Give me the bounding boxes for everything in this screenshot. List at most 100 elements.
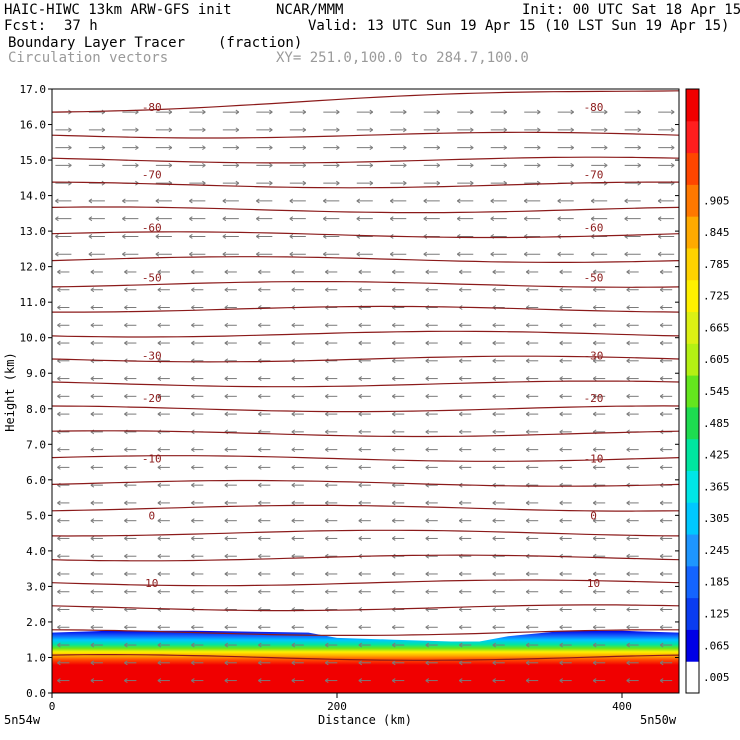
wind-vector-head [258,482,262,488]
wind-vector-head [302,162,307,168]
wind-vector-head [258,447,262,453]
wind-vector-head [168,162,173,168]
wind-vector-head [258,518,262,524]
wind-vector-head [336,162,340,168]
isotherm-label: -10 [584,453,604,466]
colorbar-swatch [686,279,699,313]
wind-vector-head [358,376,363,381]
wind-vector-head [358,447,363,453]
wind-vector-head [191,518,195,524]
wind-vector-head [626,571,630,577]
wind-vector-head [402,109,407,115]
wind-vector-head [559,447,563,453]
wind-vector-head [626,660,630,666]
wind-vector-head [590,251,595,257]
wind-vector-head [258,287,262,293]
wind-vector-head [626,518,630,524]
wind-vector-head [90,305,95,310]
wind-vector-head [490,198,495,204]
wind-vector-head [269,162,273,168]
wind-vector-head [492,358,497,364]
colorbar-swatch [686,247,699,281]
wind-vector-head [525,340,530,346]
wind-vector-head [503,109,508,115]
wind-vector-head [325,571,329,577]
wind-vector-head [124,393,128,399]
wind-vector-head [90,464,95,470]
wind-vector-head [525,464,530,470]
wind-vector-head [369,109,374,115]
isotherm-line [52,206,679,214]
y-tick-label: 14.0 [20,190,47,203]
colorbar-label: .485 [703,417,730,430]
colorbar-label: .185 [703,576,730,589]
wind-vector-head [436,145,441,151]
wind-vector-head [291,340,296,346]
wind-vector-head [469,145,474,151]
wind-vector-head [592,660,597,666]
wind-vector-head [57,607,61,612]
wind-vector-head [291,429,296,435]
wind-vector-head [659,607,664,612]
wind-vector-head [369,162,374,168]
wind-vector-head [490,216,495,222]
wind-vector-head [57,376,61,381]
wind-vector-head [492,269,497,275]
wind-vector-head [559,322,563,328]
wind-vector-head [469,162,474,168]
wind-vector-head [157,482,162,488]
vector-label: Circulation vectors [8,50,169,66]
wind-vector-head [224,411,229,417]
wind-vector-head [124,287,128,293]
wind-vector-head [57,536,61,541]
wind-vector-head [90,287,95,293]
wind-vector-head [436,162,441,168]
wind-vector-head [224,393,229,399]
wind-vector-head [492,287,497,293]
colorbar-swatch [686,216,699,249]
wind-vector-head [258,536,262,541]
wind-vector-head [258,464,262,470]
wind-vector-head [391,571,396,577]
wind-vector-head [57,464,61,470]
wind-vector-head [325,411,329,417]
wind-vector-head [235,127,240,133]
wind-vector-head [637,162,641,168]
wind-vector-head [525,536,530,541]
y-axis-label: Height (km) [3,352,17,431]
wind-vector-head [592,305,597,310]
wind-vector-head [124,624,128,630]
wind-vector-head [336,180,340,186]
wind-vector-head [425,464,430,470]
wind-vector-head [122,234,126,239]
wind-vector-head [57,624,61,630]
wind-vector-head [258,340,262,346]
colorbar-swatch [686,470,699,503]
colorbar-swatch [686,597,699,630]
isotherm-label: -20 [584,392,604,405]
wind-vector-head [570,145,574,151]
wind-vector-head [659,624,664,630]
x-corner-right: 5n50w [640,713,677,727]
wind-vector-head [168,145,173,151]
wind-vector-head [592,589,597,595]
wind-vector-head [291,411,296,417]
colorbar-swatch [686,502,699,535]
x-tick-label: 0 [49,700,56,713]
wind-vector-head [425,536,430,541]
wind-vector-head [458,376,463,381]
wind-vector-head [191,447,195,453]
wind-vector-head [124,376,128,381]
wind-vector-head [536,127,541,133]
wind-vector-head [425,624,430,630]
isotherm-line [52,256,679,263]
wind-vector-head [258,393,262,399]
wind-vector-head [391,411,396,417]
wind-vector-head [90,642,95,648]
wind-vector-head [492,571,497,577]
wind-vector-head [90,322,95,328]
wind-vector-head [358,660,363,666]
wind-vector-head [570,109,574,115]
wind-vector-head [90,500,95,506]
